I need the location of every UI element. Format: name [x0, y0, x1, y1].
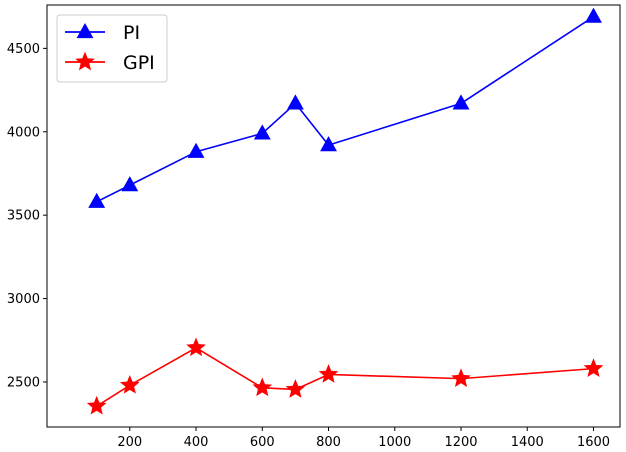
data-point-gpi	[86, 395, 107, 415]
data-point-pi	[253, 124, 271, 140]
series-line-pi	[96, 16, 594, 203]
series-line-gpi	[96, 346, 594, 407]
legend: PI GPI	[56, 14, 168, 83]
y-tick-label: 2500	[7, 375, 40, 390]
x-tick-label: 1200	[444, 435, 477, 450]
data-point-pi	[320, 136, 337, 152]
axes: 200 400 600 800 1000 1200 1400 1600 2500 3000 3500…	[7, 4, 621, 450]
data-point-pi	[121, 176, 139, 192]
legend-marker-gpi	[75, 51, 95, 71]
data-point-pi	[585, 7, 602, 23]
x-tick-label: 1600	[577, 435, 610, 450]
data-point-pi	[452, 94, 470, 110]
data-point-gpi	[252, 377, 273, 397]
y-tick-label: 3000	[7, 292, 40, 307]
x-tick-label: 1400	[511, 435, 544, 450]
data-point-gpi	[583, 358, 604, 377]
data-point-pi	[286, 94, 304, 110]
data-point-pi	[187, 142, 205, 158]
y-tick-label: 3500	[7, 209, 40, 224]
x-tick-label: 200	[117, 435, 142, 450]
x-tick-label: 600	[250, 435, 275, 450]
plot-area	[86, 7, 604, 415]
data-point-gpi	[285, 379, 306, 398]
data-point-gpi	[186, 337, 206, 357]
axes-frame	[46, 4, 621, 428]
y-tick-label: 4000	[7, 125, 40, 140]
y-tick-label: 4500	[7, 42, 40, 57]
legend-label-gpi: GPI	[123, 52, 155, 74]
legend-label-pi: PI	[123, 22, 140, 44]
data-point-gpi	[318, 364, 339, 383]
x-tick-label: 800	[316, 435, 341, 450]
data-point-gpi	[451, 368, 471, 387]
x-tick-label: 400	[184, 435, 209, 450]
legend-marker-pi	[76, 22, 94, 39]
x-tick-label: 1000	[378, 435, 411, 450]
data-point-pi	[88, 192, 106, 208]
data-point-gpi	[119, 374, 140, 394]
